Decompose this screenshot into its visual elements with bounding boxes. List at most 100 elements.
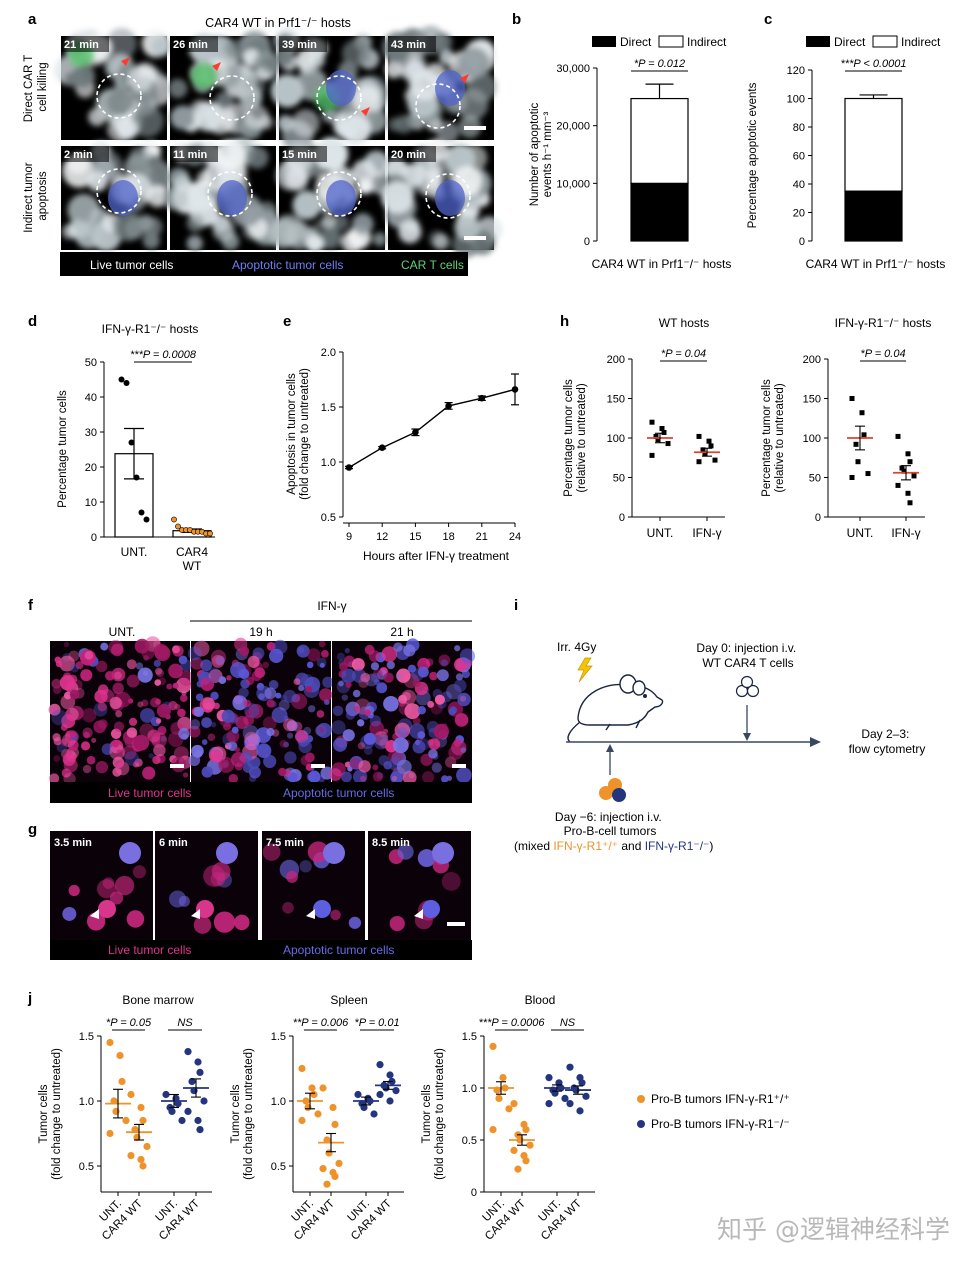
apoptotic-cell <box>195 693 204 701</box>
y-tick-label: 10 <box>85 497 97 509</box>
scale-bar <box>311 764 325 768</box>
y-tick-label: 40 <box>793 179 805 191</box>
y-axis-label-line: (fold change to untreated) <box>51 1048 63 1180</box>
cell <box>268 218 299 249</box>
significance-label: NS <box>560 1017 576 1029</box>
legend-ko-dot <box>637 1120 645 1128</box>
dashed-circle <box>209 75 255 121</box>
y-tick-label: 150 <box>803 394 821 406</box>
apoptotic-cell <box>369 715 382 727</box>
apoptotic-cell <box>392 737 409 754</box>
chart-title: Spleen <box>330 993 367 1007</box>
apoptotic-cell <box>373 679 380 686</box>
y-tick-label: 1.0 <box>462 1083 477 1095</box>
apoptotic-cell <box>342 729 355 742</box>
apoptotic-cell <box>414 739 421 746</box>
panel-f-col-19h: 19 h <box>249 625 272 639</box>
apoptotic-cell <box>135 662 144 670</box>
data-point <box>116 1051 124 1060</box>
apoptotic-cell <box>373 734 389 750</box>
live-cell <box>105 670 115 681</box>
series-line <box>348 388 516 469</box>
live-cell <box>202 697 215 710</box>
chart-j-spleen: Spleen 0.5 1.0 1.5 Tumor cells(fold change t… <box>230 993 404 1243</box>
y-axis-label-line: (fold change to untreated) <box>434 1048 446 1180</box>
y-axis-label-line: Apoptosis in tumor cells <box>286 373 298 495</box>
apoptotic-cell <box>338 680 344 687</box>
data-point <box>345 464 353 471</box>
live-cell <box>62 753 76 767</box>
live-cell <box>244 731 259 747</box>
data-point <box>106 1129 114 1138</box>
x-category-label: UNT. <box>847 526 874 540</box>
apoptotic-cell <box>308 770 321 783</box>
live-cell <box>247 655 260 668</box>
data-point <box>194 1058 202 1066</box>
panel-a-micrographs: 21 min 26 min 39 min 43 min 2 min 11 min 15 mi… <box>54 25 503 259</box>
x-category-label: UNT. <box>647 526 674 540</box>
chart-j-bone-marrow: Bone marrow 0.5 1.0 1.5 Tumor cells(fold cha… <box>38 993 212 1243</box>
dashed-circle <box>425 173 471 219</box>
x-category-label: IFN-γ <box>891 526 920 540</box>
cell <box>131 105 164 138</box>
apoptotic-cell <box>232 695 248 711</box>
y-axis-label-line: Percentage apoptotic events <box>747 82 759 228</box>
apoptotic-cell <box>200 659 213 672</box>
data-point <box>196 1068 204 1076</box>
bar-indirect <box>844 97 903 192</box>
data-point <box>911 473 917 479</box>
arrowhead-icon <box>191 909 200 919</box>
live-cell <box>318 726 325 733</box>
dashed-circle <box>207 171 253 217</box>
apoptotic-cell <box>370 672 381 683</box>
cell <box>394 115 413 134</box>
data-point <box>859 410 865 416</box>
y-axis-label: Percentage tumor cells(relative to untre… <box>761 379 786 497</box>
time-label: 11 min <box>173 149 208 161</box>
chart-b: 0 10,000 20,000 30,000 Number of apoptoticev… <box>529 58 731 271</box>
apoptotic-cell <box>345 701 361 717</box>
data-point <box>659 426 665 432</box>
apoptotic-cell <box>457 692 471 707</box>
cell <box>320 227 342 250</box>
live-cell <box>417 657 430 671</box>
data-point <box>661 429 667 435</box>
apoptotic-cell <box>431 762 442 773</box>
y-axis-label-line: (relative to untreated) <box>576 383 588 492</box>
apoptotic-cell <box>271 707 288 724</box>
apoptotic-cell <box>417 706 427 715</box>
panel-f-legend-apoptotic: Apoptotic tumor cells <box>283 786 394 800</box>
panel-g-micrographs: 3.5 min 6 min 7.5 min 8.5 min <box>50 831 471 940</box>
data-point <box>331 1120 339 1128</box>
apoptotic-cell <box>403 644 416 657</box>
apoptotic-cell <box>230 716 239 725</box>
live-cell <box>155 698 162 705</box>
y-tick-label: 0.5 <box>79 1161 94 1173</box>
live-cell <box>111 643 124 657</box>
live-cell <box>134 758 143 767</box>
legend-indirect-swatch <box>872 35 898 48</box>
apoptotic-cell <box>357 719 365 727</box>
panel-a-legend-bar <box>60 252 468 276</box>
cell <box>454 214 480 241</box>
y-tick-label: 20,000 <box>556 121 590 133</box>
panel-a-legend-live: Live tumor cells <box>90 258 173 272</box>
arrowhead-icon <box>414 909 423 919</box>
time-label: 3.5 min <box>54 837 92 849</box>
live-cell <box>279 739 288 748</box>
live-cell <box>383 647 391 656</box>
live-cell <box>254 667 266 679</box>
apoptotic-cell <box>383 695 399 712</box>
cell <box>147 154 163 170</box>
panel-letter-f: f <box>28 597 34 614</box>
scale-bar <box>464 126 486 130</box>
apoptotic-cell <box>396 673 402 680</box>
panel-a-legend-cart: CAR T cells <box>401 258 464 272</box>
apoptotic-cell <box>455 673 464 681</box>
live-cell <box>434 694 445 705</box>
apoptotic-cell <box>278 699 290 711</box>
data-point <box>849 396 855 401</box>
apoptotic-cell <box>298 739 312 754</box>
data-point <box>561 1094 569 1102</box>
